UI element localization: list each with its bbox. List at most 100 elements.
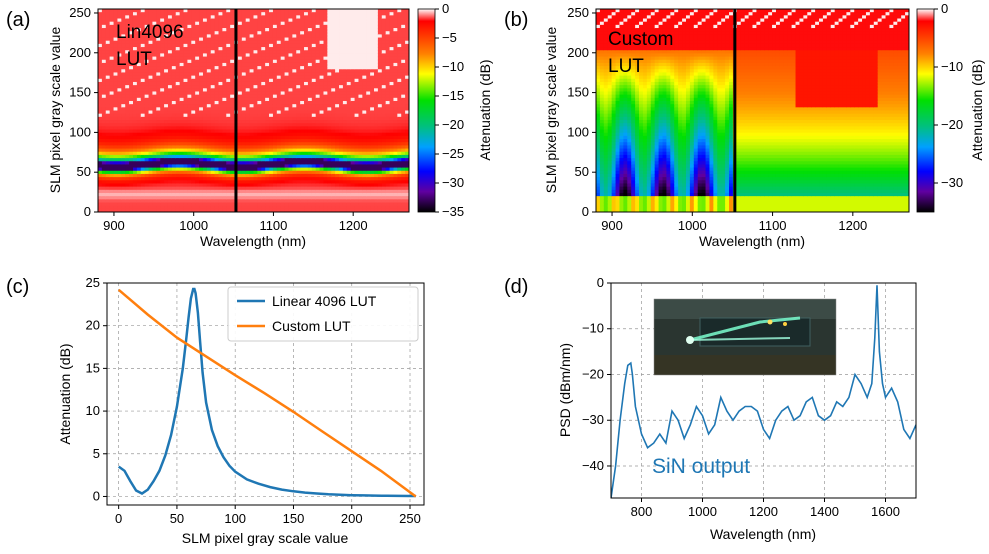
- heatmap-cell: [335, 208, 340, 212]
- heatmap-cell: [346, 56, 352, 61]
- heatmap-cell: [199, 180, 204, 185]
- heatmap-cell: [393, 12, 398, 16]
- heatmap-cell: [222, 142, 227, 146]
- heatmap-cell: [304, 199, 309, 204]
- heatmap-cell: [222, 173, 227, 178]
- heatmap-cell: [187, 164, 192, 169]
- heatmap-cell: [280, 62, 286, 67]
- heatmap-cell: [241, 50, 247, 55]
- heatmap-cell: [113, 192, 119, 197]
- heatmap-cell: [237, 173, 243, 178]
- heatmap-cell: [175, 34, 181, 39]
- heatmap-cell: [109, 132, 115, 137]
- heatmap-cell: [206, 100, 212, 105]
- heatmap-cell: [195, 123, 200, 127]
- heatmap-cell: [210, 120, 216, 124]
- heatmap-cell: [272, 132, 278, 137]
- heatmap-cell: [132, 94, 138, 99]
- heatmap-cell: [175, 180, 181, 185]
- heatmap-cell: [288, 196, 293, 200]
- heatmap-cell: [245, 69, 251, 74]
- heatmap-cell: [311, 192, 317, 197]
- heatmap-cell: [377, 47, 383, 51]
- heatmap-cell: [276, 205, 282, 210]
- heatmap-cell: [199, 69, 204, 74]
- heatmap-cell: [105, 24, 111, 29]
- heatmap-cell: [152, 142, 157, 146]
- heatmap-cell: [276, 142, 282, 146]
- heatmap-cell: [195, 21, 200, 26]
- heatmap-cell: [253, 40, 258, 45]
- heatmap-cell: [335, 139, 340, 143]
- heatmap-cell: [284, 91, 290, 96]
- heatmap-cell: [397, 126, 402, 131]
- heatmap-cell: [370, 34, 375, 39]
- heatmap-cell: [171, 47, 177, 51]
- heatmap-cell: [101, 192, 107, 197]
- heatmap-cell: [156, 110, 161, 115]
- heatmap-cell: [226, 167, 231, 172]
- heatmap-cell: [350, 43, 356, 48]
- heatmap-cell: [167, 135, 173, 140]
- heatmap-cell: [304, 123, 309, 127]
- heatmap-cell: [117, 24, 122, 29]
- heatmap-cell: [171, 135, 177, 140]
- heatmap-cell: [362, 177, 367, 181]
- heatmap-cell: [140, 154, 146, 159]
- heatmap-cell: [125, 50, 130, 55]
- heatmap-cell: [117, 170, 122, 175]
- heatmap-cell: [226, 81, 231, 86]
- heatmap-cell: [136, 116, 142, 121]
- heatmap-cell: [226, 62, 231, 67]
- heatmap-cell: [101, 50, 107, 55]
- heatmap-cell: [136, 164, 142, 169]
- heatmap-cell: [125, 173, 130, 178]
- heatmap-cell: [125, 186, 130, 191]
- heatmap-cell: [288, 43, 293, 48]
- heatmap-cell: [210, 50, 216, 55]
- heatmap-cell: [261, 132, 266, 137]
- heatmap-cell: [175, 56, 181, 61]
- heatmap-cell: [269, 154, 274, 159]
- heatmap-cell: [113, 205, 119, 210]
- heatmap-cell: [300, 75, 305, 80]
- heatmap-cell: [105, 148, 111, 153]
- heatmap-cell: [241, 9, 247, 13]
- heatmap-cell: [113, 189, 119, 194]
- heatmap-cell: [98, 145, 103, 150]
- heatmap-cell: [136, 186, 142, 191]
- heatmap-cell: [276, 15, 282, 20]
- heatmap-cell: [164, 192, 169, 197]
- heatmap-cell: [241, 183, 247, 188]
- heatmap-cell: [210, 72, 216, 77]
- heatmap-cell: [125, 53, 130, 58]
- heatmap-cell: [136, 180, 142, 185]
- heatmap-cell: [218, 123, 223, 127]
- heatmap-cell: [218, 202, 223, 207]
- heatmap-cell: [202, 196, 208, 200]
- heatmap-cell: [222, 196, 227, 200]
- heatmap-cell: [206, 69, 212, 74]
- heatmap-cell: [331, 53, 336, 58]
- heatmap-cell: [132, 132, 138, 137]
- heatmap-cell: [381, 72, 387, 77]
- heatmap-cell: [304, 53, 309, 58]
- heatmap-cell: [296, 129, 301, 134]
- heatmap-cell: [113, 34, 119, 39]
- heatmap-cell: [109, 139, 115, 143]
- heatmap-cell: [331, 116, 336, 121]
- heatmap-cell: [206, 126, 212, 131]
- heatmap-cell: [214, 164, 220, 169]
- heatmap-cell: [323, 151, 328, 156]
- heatmap-cell: [284, 205, 290, 210]
- heatmap-cell: [183, 135, 189, 140]
- heatmap-cell: [257, 177, 262, 181]
- heatmap-cell: [350, 59, 356, 64]
- heatmap-cell: [164, 189, 169, 194]
- heatmap-cell: [269, 142, 274, 146]
- heatmap-cell: [230, 116, 235, 121]
- heatmap-cell: [210, 18, 216, 23]
- heatmap-cell: [171, 183, 177, 188]
- heatmap-cell: [257, 135, 262, 140]
- heatmap-cell: [335, 148, 340, 153]
